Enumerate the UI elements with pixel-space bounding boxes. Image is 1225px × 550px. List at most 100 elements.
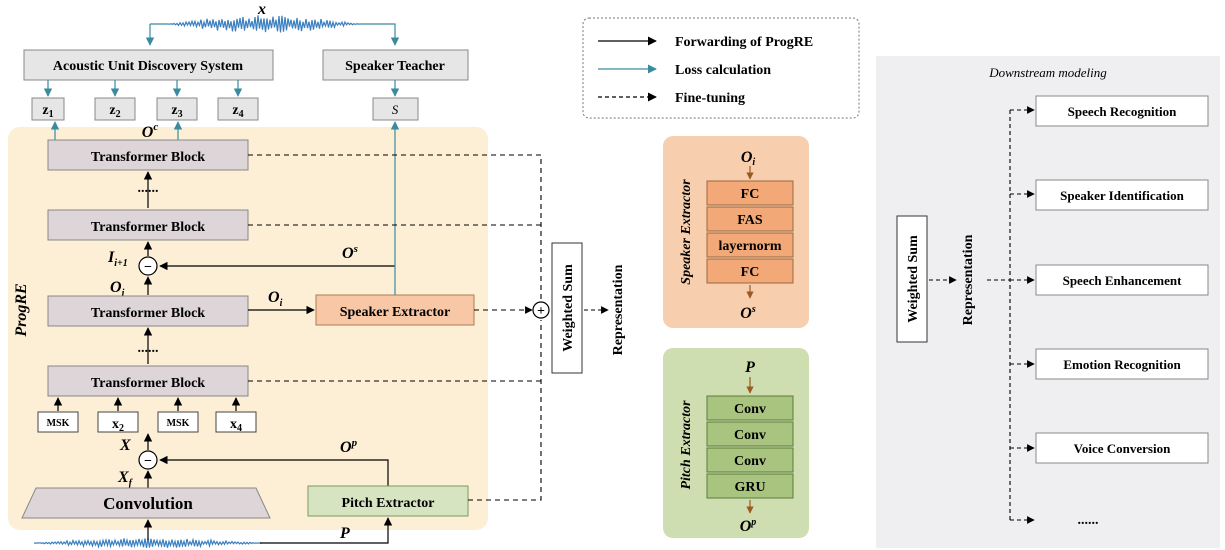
svg-text:Conv: Conv [734,402,766,417]
svg-text:Speech Recognition: Speech Recognition [1068,104,1177,119]
wave-to-teacher-arrow [360,23,400,46]
downstream-more: ...... [1078,513,1099,528]
svg-text:S: S [392,102,399,117]
svg-text:−: − [144,454,152,469]
svg-text:Speech Enhancement: Speech Enhancement [1063,273,1182,288]
speaker-target-s [372,97,419,121]
o-c-label: Oc [142,121,159,141]
input-token-msk-1: MSK [37,411,79,433]
x-label: X [119,437,131,454]
task-emotion-recognition: Emotion Recognition [1035,348,1209,380]
input-token-x2: x2 [97,411,139,434]
downstream-title: Downstream modeling [988,65,1107,80]
representation-label: Representation [611,264,626,355]
svg-text:FC: FC [741,265,760,280]
downstream-weighted-sum-box [896,215,928,343]
speaker-layer-fas: FAS [706,206,794,232]
svg-text:Conv: Conv [734,428,766,443]
o-s-label: Os [342,243,358,262]
svg-text:z4: z4 [232,103,243,120]
svg-text:Speaker Extractor: Speaker Extractor [340,305,451,320]
progre-background [8,127,488,530]
transformer-block-1: Transformer Block [47,365,249,397]
task-voice-conversion: Voice Conversion [1035,432,1209,464]
pitch-layer-conv-3: Conv [706,447,794,473]
svg-text:+: + [537,304,545,319]
svg-text:x2: x2 [112,417,124,434]
svg-text:x4: x4 [230,417,242,434]
top-waveform [167,15,361,33]
speaker-panel-input: Oi [741,149,756,168]
svg-text:Transformer Block: Transformer Block [91,150,205,165]
p-label: P [339,525,350,542]
o-p-label: Op [340,437,358,456]
progre-label: ProgRE [13,283,30,337]
transformer-block-4: Transformer Block [47,139,249,171]
svg-text:Emotion Recognition: Emotion Recognition [1063,357,1181,372]
pitch-panel-output: Op [740,517,757,535]
input-token-x4: x4 [215,411,257,434]
transformer-block-3: Transformer Block [47,209,249,241]
finetune-lines [248,154,542,501]
downstream-branches [987,106,1035,524]
o-i-label-left: Oi [110,279,125,299]
svg-text:Speaker Identification: Speaker Identification [1060,188,1184,203]
svg-text:Pitch Extractor: Pitch Extractor [342,496,435,511]
svg-text:z1: z1 [42,103,53,120]
speaker-teacher-box [322,49,469,81]
svg-text:Conv: Conv [734,454,766,469]
acoustic-unit-discovery-box [23,49,274,81]
pitch-layer-conv-2: Conv [706,421,794,447]
svg-text:FC: FC [741,187,760,202]
convolution-label: Convolution [103,494,193,513]
speaker-panel-output: Os [740,304,756,322]
task-speech-enhancement: Speech Enhancement [1035,264,1209,296]
legend-forward: Forwarding of ProgRE [675,35,813,50]
xf-label: Xf [117,469,134,489]
svg-text:Weighted Sum: Weighted Sum [561,264,576,352]
legend-loss: Loss calculation [675,63,771,78]
speaker-extractor-box: Speaker Extractor [315,294,475,326]
svg-text:Transformer Block: Transformer Block [91,306,205,321]
svg-text:MSK: MSK [167,418,190,429]
target-z2: z2 [94,97,136,121]
weighted-sum-box [551,242,583,374]
speaker-layer-fc-1: FC [706,180,794,206]
svg-text:Transformer Block: Transformer Block [91,220,205,235]
svg-text:Weighted Sum: Weighted Sum [906,235,921,323]
svg-text:−: − [144,260,152,275]
pitch-extractor-box: Pitch Extractor [307,485,469,517]
input-token-msk-3: MSK [157,411,199,433]
task-speech-recognition: Speech Recognition [1035,95,1209,127]
convolution-block [21,487,271,519]
downstream-representation: Representation [961,234,976,325]
svg-text:Speaker Extractor: Speaker Extractor [679,179,694,285]
svg-text:z2: z2 [109,103,120,120]
pitch-layer-gru: GRU [706,473,794,499]
svg-text:FAS: FAS [737,213,763,228]
weighted-sum-node [532,301,550,319]
speaker-layer-fc-2: FC [706,258,794,284]
transformer-block-2: Transformer Block [47,295,249,327]
svg-text:MSK: MSK [47,418,70,429]
svg-text:Voice Conversion: Voice Conversion [1074,441,1171,456]
pitch-panel-input: P [744,359,755,376]
legend-finetune: Fine-tuning [675,91,745,106]
speaker-layer-layernorm: layernorm [706,232,794,258]
i-plus-1-label: Ii+1 [107,249,128,269]
pitch-layer-conv-1: Conv [706,395,794,421]
subtract-node-top [138,256,158,276]
downstream-panel [876,56,1220,548]
task-speaker-identification: Speaker Identification [1035,179,1209,211]
o-i-label-right: Oi [268,289,283,309]
speaker-teacher-label: Speaker Teacher [345,59,445,74]
target-z3: z3 [156,97,198,121]
svg-text:GRU: GRU [734,480,765,495]
o-p-feedback-arrow [159,455,389,486]
subtract-node-bottom [138,450,158,470]
svg-text:Transformer Block: Transformer Block [91,376,205,391]
target-z1: z1 [31,97,65,121]
svg-text:Pitch Extractor: Pitch Extractor [679,400,694,490]
pitch-input-arrow [260,517,393,544]
